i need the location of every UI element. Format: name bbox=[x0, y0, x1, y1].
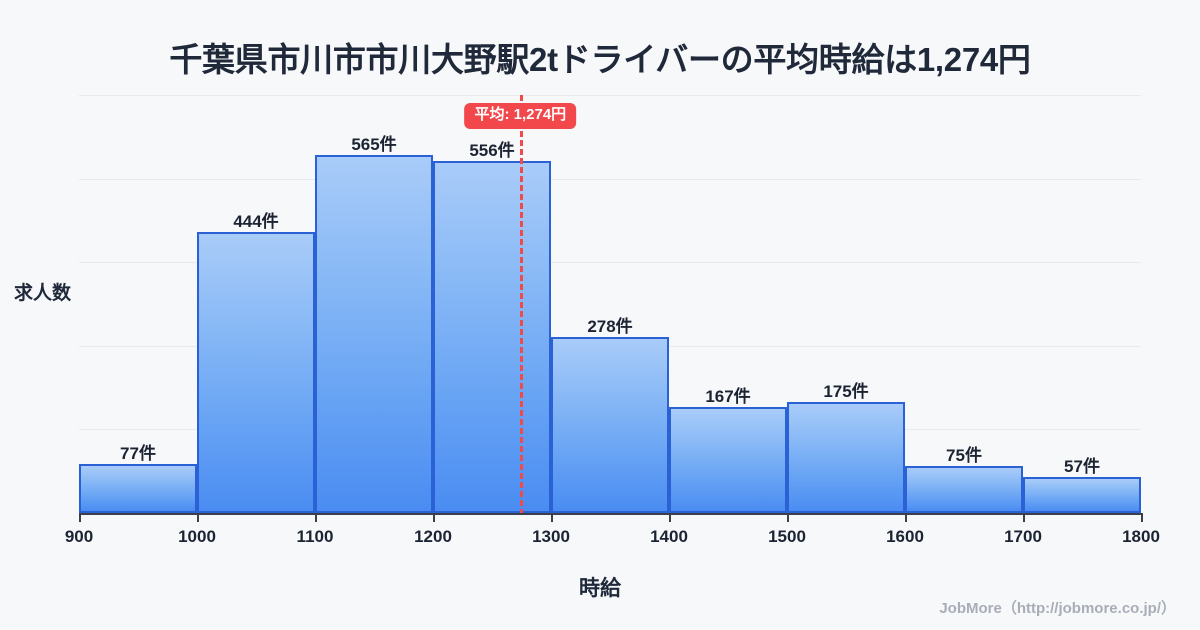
x-axis-tick-label: 1200 bbox=[414, 527, 452, 546]
x-axis-tick-label: 1500 bbox=[768, 527, 806, 546]
bar bbox=[197, 231, 315, 513]
x-axis-tick bbox=[79, 513, 81, 522]
average-line bbox=[520, 95, 524, 515]
bar bbox=[905, 465, 1023, 513]
plot-area: 77件 444件 565件 556件 278件 167件 175件 75件 57件 bbox=[79, 95, 1141, 515]
x-axis-tick bbox=[905, 513, 907, 522]
bar-value-label: 556件 bbox=[469, 140, 515, 160]
bar bbox=[669, 407, 787, 513]
bar bbox=[315, 155, 433, 513]
bar-value-label: 167件 bbox=[705, 387, 751, 407]
bars-layer: 77件 444件 565件 556件 278件 167件 175件 75件 57件 bbox=[79, 95, 1141, 513]
bar-value-label: 175件 bbox=[823, 382, 869, 402]
x-axis-label: 時給 bbox=[579, 577, 621, 600]
bar bbox=[1023, 476, 1141, 513]
x-axis-tick bbox=[433, 513, 435, 522]
gridline bbox=[79, 262, 1141, 264]
y-axis-label: 求人数 bbox=[14, 283, 72, 304]
x-axis-tick-label: 1800 bbox=[1122, 527, 1160, 546]
x-axis-tick-label: 1600 bbox=[886, 527, 924, 546]
bar-value-label: 278件 bbox=[587, 316, 633, 336]
footer-credit: JobMore（http://jobmore.co.jp/） bbox=[939, 600, 1176, 617]
x-axis-tick-label: 1400 bbox=[650, 527, 688, 546]
gridline bbox=[79, 178, 1141, 180]
bar bbox=[433, 160, 551, 513]
x-axis-tick bbox=[1023, 513, 1025, 522]
bar bbox=[787, 402, 905, 513]
bar-value-label: 565件 bbox=[351, 135, 397, 155]
bar-value-label: 57件 bbox=[1064, 456, 1100, 476]
x-axis-tick bbox=[1141, 513, 1143, 522]
x-axis-tick-label: 1000 bbox=[178, 527, 216, 546]
x-axis-tick-label: 1700 bbox=[1004, 527, 1042, 546]
x-axis-tick-label: 1100 bbox=[296, 527, 334, 546]
x-axis-tick bbox=[787, 513, 789, 522]
x-axis-tick bbox=[551, 513, 553, 522]
bar-value-label: 77件 bbox=[120, 444, 156, 464]
bar bbox=[551, 336, 669, 513]
bar-value-label: 444件 bbox=[233, 211, 279, 231]
average-badge: 平均: 1,274円 bbox=[464, 103, 577, 129]
x-axis-tick bbox=[669, 513, 671, 522]
x-axis-tick-label: 1300 bbox=[532, 527, 570, 546]
bar-value-label: 75件 bbox=[946, 445, 982, 465]
x-axis: 900 1000 1100 1200 1300 1400 1500 1600 1700 1800 bbox=[65, 513, 1160, 546]
bar bbox=[79, 464, 197, 513]
chart-title: 千葉県市川市市川大野駅2tドライバーの平均時給は1,274円 bbox=[169, 41, 1031, 78]
x-axis-tick bbox=[197, 513, 199, 522]
x-axis-tick-label: 900 bbox=[64, 527, 94, 546]
x-axis-tick bbox=[315, 513, 317, 522]
gridline bbox=[79, 95, 1141, 96]
